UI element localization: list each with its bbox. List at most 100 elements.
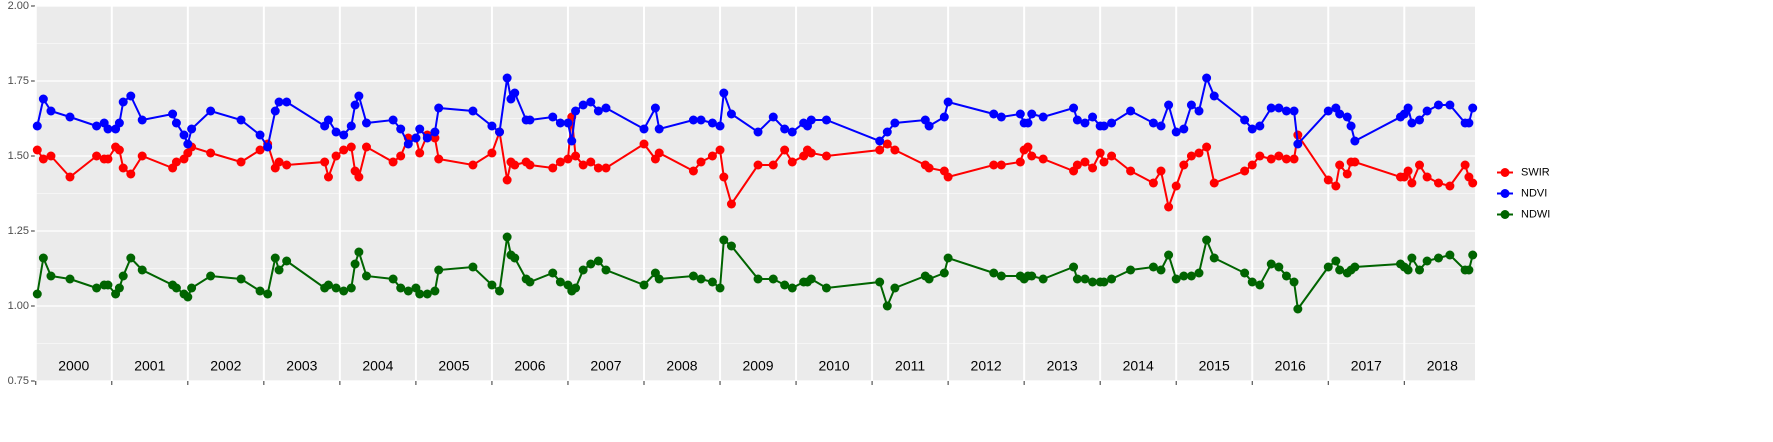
data-point (1403, 103, 1413, 113)
data-point (996, 271, 1006, 281)
data-point (548, 268, 558, 278)
data-point (654, 124, 664, 134)
data-point (555, 277, 565, 287)
data-point (1247, 277, 1257, 287)
data-point (1179, 271, 1189, 281)
data-point (187, 283, 197, 293)
x-tick-label: 2015 (1199, 358, 1230, 374)
data-point (654, 274, 664, 284)
data-point (38, 94, 48, 104)
data-point (323, 172, 333, 182)
data-point (1164, 250, 1174, 260)
data-point (1080, 157, 1090, 167)
data-point (1099, 121, 1109, 131)
data-point (1099, 157, 1109, 167)
data-point (179, 130, 189, 140)
data-point (126, 253, 136, 263)
data-point (555, 118, 565, 128)
data-point (1266, 103, 1276, 113)
data-point (890, 145, 900, 155)
data-point (168, 109, 178, 119)
data-point (430, 127, 440, 137)
data-point (1023, 118, 1033, 128)
data-point (753, 127, 763, 137)
data-point (719, 172, 729, 182)
data-point (183, 139, 193, 149)
data-point (1468, 178, 1478, 188)
data-point (1027, 151, 1037, 161)
data-point (118, 271, 128, 281)
data-point (1099, 277, 1109, 287)
data-point (346, 283, 356, 293)
data-point (1107, 118, 1117, 128)
data-point (696, 115, 706, 125)
data-point (1293, 139, 1303, 149)
data-point (274, 97, 284, 107)
data-point (1107, 151, 1117, 161)
data-point (882, 127, 892, 137)
data-point (323, 280, 333, 290)
data-point (1464, 118, 1474, 128)
data-point (1072, 160, 1082, 170)
data-point (639, 139, 649, 149)
y-tick-label: 0.75 (8, 375, 29, 387)
data-point (350, 259, 360, 269)
data-point (639, 280, 649, 290)
data-point (1038, 274, 1048, 284)
data-point (331, 127, 341, 137)
x-tick-label: 2016 (1275, 358, 1306, 374)
data-point (1126, 166, 1136, 176)
data-point (1464, 265, 1474, 275)
data-point (1179, 124, 1189, 134)
data-point (274, 265, 284, 275)
data-point (126, 169, 136, 179)
data-point (1080, 118, 1090, 128)
data-point (726, 241, 736, 251)
data-point (548, 163, 558, 173)
data-point (1407, 178, 1417, 188)
data-point (137, 151, 147, 161)
x-tick-label: 2002 (210, 358, 241, 374)
data-point (65, 172, 75, 182)
data-point (943, 97, 953, 107)
data-point (46, 151, 56, 161)
data-point (1445, 100, 1455, 110)
legend-label: SWIR (1521, 166, 1550, 178)
data-point (171, 157, 181, 167)
data-point (1107, 274, 1117, 284)
data-point (1156, 121, 1166, 131)
data-point (578, 265, 588, 275)
data-point (696, 274, 706, 284)
data-point (270, 106, 280, 116)
data-point (586, 157, 596, 167)
data-point (821, 283, 831, 293)
data-point (707, 277, 717, 287)
legend-marker (1500, 189, 1510, 198)
data-point (639, 124, 649, 134)
data-point (780, 124, 790, 134)
data-point (103, 124, 113, 134)
x-tick-label: 2007 (590, 358, 621, 374)
data-point (696, 157, 706, 167)
data-point (434, 154, 444, 164)
data-point (206, 271, 216, 281)
data-point (114, 283, 124, 293)
data-point (502, 175, 512, 185)
data-point (1414, 265, 1424, 275)
data-point (339, 286, 349, 296)
data-point (654, 148, 664, 158)
y-tick-label: 2.00 (8, 0, 29, 12)
data-point (137, 265, 147, 275)
data-point (890, 283, 900, 293)
data-point (1342, 169, 1352, 179)
data-point (415, 289, 425, 299)
data-point (1202, 235, 1212, 245)
data-point (1171, 181, 1181, 191)
data-point (1072, 115, 1082, 125)
data-point (415, 124, 425, 134)
data-point (780, 145, 790, 155)
data-point (1240, 268, 1250, 278)
data-point (1414, 115, 1424, 125)
data-point (187, 124, 197, 134)
data-point (434, 265, 444, 275)
